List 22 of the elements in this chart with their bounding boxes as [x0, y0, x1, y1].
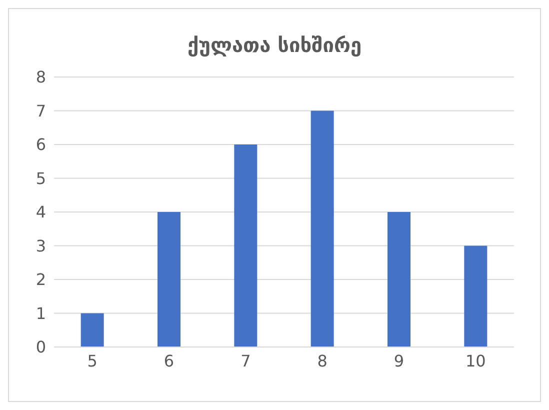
- bar: [310, 110, 334, 347]
- bar: [464, 246, 488, 347]
- y-tick-label: 5: [36, 168, 46, 188]
- y-tick-label: 3: [36, 236, 46, 256]
- x-tick-label: 9: [394, 351, 404, 370]
- y-tick-label: 6: [36, 135, 46, 154]
- y-tick-label: 7: [36, 101, 46, 120]
- y-tick-label: 2: [36, 270, 46, 290]
- bar: [80, 313, 104, 347]
- x-tick-label: 10: [465, 351, 486, 370]
- chart-title: ქულათა სიხშირე: [186, 32, 363, 59]
- bar: [234, 144, 258, 347]
- x-tick-label: 6: [164, 351, 174, 370]
- x-tick-label: 5: [87, 351, 98, 370]
- y-tick-label: 4: [36, 202, 46, 222]
- y-tick-label: 0: [36, 338, 46, 357]
- x-tick-label: 8: [317, 351, 328, 370]
- bar: [388, 212, 410, 347]
- y-tick-label: 8: [36, 68, 46, 87]
- y-tick-label: 1: [36, 304, 46, 323]
- x-tick-label: 7: [240, 351, 251, 370]
- bar: [158, 212, 180, 347]
